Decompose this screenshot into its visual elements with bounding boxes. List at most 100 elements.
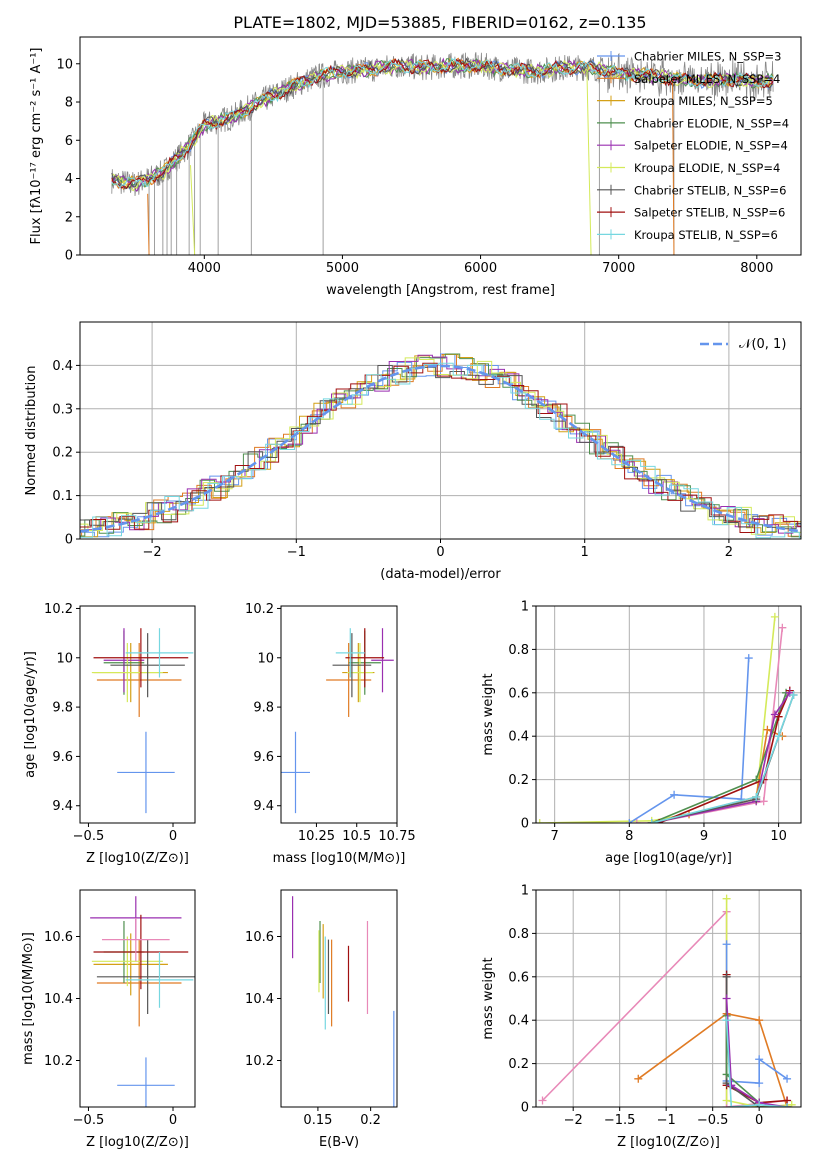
x-tick-label: −1.5 bbox=[604, 1113, 636, 1128]
model-spectrum-purple bbox=[111, 57, 774, 192]
age-vs-mass-panel: 10.25 10.5 10.75 9.4 9.6 9.8 10 10.2 mass [log10… bbox=[245, 602, 416, 866]
y-axis-label: mass [log10(M/M⊙)] bbox=[21, 932, 36, 1065]
weight-line-pink bbox=[636, 627, 784, 823]
x-tick-label: −2 bbox=[143, 545, 162, 560]
x-tick-label: 5000 bbox=[326, 261, 359, 276]
plot-area bbox=[91, 628, 194, 814]
weight-marker-gray bbox=[722, 972, 731, 981]
x-tick-label: 0 bbox=[169, 829, 177, 844]
y-tick-label: 0.8 bbox=[508, 927, 529, 942]
x-tick-label: 0.2 bbox=[360, 1113, 381, 1128]
y-axis-label: age [log10(age/yr)] bbox=[23, 651, 38, 778]
weight-marker-cornflower bbox=[783, 1074, 792, 1083]
y-tick-label: 10 bbox=[56, 57, 73, 72]
x-axis-label: Z [log10(Z/Z⊙)] bbox=[86, 1135, 189, 1150]
y-tick-label: 10 bbox=[257, 651, 274, 666]
x-tick-label: −1 bbox=[287, 545, 306, 560]
weight-marker-cornflower bbox=[755, 1055, 764, 1064]
axes-frame bbox=[79, 889, 196, 1108]
y-tick-label: 0.1 bbox=[52, 489, 73, 504]
y-tick-label: 9.8 bbox=[52, 701, 73, 716]
y-tick-label: 0 bbox=[521, 1101, 529, 1116]
weight-marker-purple bbox=[770, 710, 779, 719]
y-tick-label: 0.4 bbox=[508, 730, 529, 745]
weight-marker-pink bbox=[759, 797, 768, 806]
residual-histogram-panel: −2 −1 0 1 2 0 0.1 0.2 0.3 0.4 (data-model)/error No… bbox=[24, 321, 802, 582]
x-tick-label: 7 bbox=[551, 829, 559, 844]
y-tick-label: 0.6 bbox=[508, 686, 529, 701]
y-tick-label: 10.6 bbox=[245, 930, 274, 945]
weight-marker-purple bbox=[727, 1081, 736, 1090]
y-tick-label: 0.4 bbox=[52, 359, 73, 374]
plot-area bbox=[536, 612, 798, 823]
spectrum-title: PLATE=1802, MJD=53885, FIBERID=0162, z=0… bbox=[233, 13, 646, 32]
axes-frame bbox=[535, 889, 802, 1108]
y-axis-label: mass weight bbox=[481, 673, 496, 755]
y-tick-label: 0 bbox=[65, 249, 73, 264]
y-tick-label: 10.2 bbox=[245, 602, 274, 617]
y-tick-label: 0.8 bbox=[508, 643, 529, 658]
y-tick-label: 0 bbox=[65, 533, 73, 548]
weight-marker-cornflower bbox=[744, 654, 753, 663]
weight-vs-metallicity-panel: −2 −1.5 −1 −0.5 0 0 0.2 0.4 0.6 0.8 1 Z [log10(Z/Z⊙… bbox=[481, 884, 802, 1150]
x-axis-label: wavelength [Angstrom, rest frame] bbox=[326, 283, 555, 298]
y-tick-label: 9.8 bbox=[253, 701, 274, 716]
x-tick-label: 1 bbox=[581, 545, 589, 560]
plot-area bbox=[80, 353, 801, 539]
axes-frame bbox=[79, 605, 196, 824]
weight-marker-cyan bbox=[727, 1103, 736, 1107]
weight-marker-cornflower bbox=[755, 1079, 764, 1088]
y-tick-label: 10.2 bbox=[44, 1054, 73, 1069]
y-axis-label: Normed distribution bbox=[24, 366, 39, 496]
weight-marker-yellow bbox=[722, 894, 731, 903]
y-axis-label: Flux [fλ10⁻¹⁷ erg cm⁻² s⁻¹ A⁻¹] bbox=[29, 48, 44, 245]
x-axis-label: Z [log10(Z/Z⊙)] bbox=[617, 1135, 720, 1150]
y-tick-label: 10 bbox=[56, 651, 73, 666]
x-axis-label: (data-model)/error bbox=[380, 567, 501, 582]
weight-line-green bbox=[725, 1015, 760, 1104]
x-tick-label: 0 bbox=[755, 1113, 763, 1128]
y-tick-label: 1 bbox=[521, 600, 529, 615]
weight-marker-yellow bbox=[722, 1096, 731, 1105]
y-tick-label: 0.2 bbox=[508, 1057, 529, 1072]
y-tick-label: 0.4 bbox=[508, 1014, 529, 1029]
weight-marker-yellow bbox=[770, 612, 779, 621]
age-vs-metallicity-panel: −0.5 0 9.4 9.6 9.8 10 10.2 Z [log10(Z/Z⊙)] age [… bbox=[23, 602, 196, 866]
legend-label: Kroupa STELIB, N_SSP=6 bbox=[634, 228, 778, 242]
y-tick-label: 9.4 bbox=[52, 799, 73, 814]
weight-marker-pink bbox=[632, 819, 641, 823]
weight-marker-cornflower bbox=[722, 940, 731, 949]
spectrum-legend: Chabrier MILES, N_SSP=3 Salpeter MILES, N… bbox=[597, 50, 789, 242]
weight-marker-orange bbox=[763, 725, 772, 734]
weight-line-purple bbox=[725, 998, 788, 1107]
weight-line-cyan bbox=[651, 694, 795, 823]
weight-line-cyan bbox=[725, 1020, 788, 1107]
plot-area bbox=[538, 894, 796, 1107]
x-tick-label: −0.5 bbox=[697, 1113, 729, 1128]
model-dropout bbox=[147, 193, 150, 255]
x-tick-label: 0.15 bbox=[303, 1113, 332, 1128]
x-tick-label: 0 bbox=[436, 545, 444, 560]
weight-marker-cyan bbox=[774, 732, 783, 741]
weight-line-yellow bbox=[539, 616, 776, 823]
residual-histogram-green bbox=[80, 353, 801, 538]
y-tick-label: 2 bbox=[65, 210, 73, 225]
model-dropout bbox=[672, 79, 675, 255]
y-tick-label: 0.2 bbox=[508, 773, 529, 788]
y-tick-label: 9.6 bbox=[253, 750, 274, 765]
y-tick-label: 0.6 bbox=[508, 970, 529, 985]
weight-line-purple bbox=[651, 692, 791, 823]
x-tick-label: 8000 bbox=[740, 261, 773, 276]
x-tick-label: 10.25 bbox=[298, 829, 335, 844]
y-tick-label: 8 bbox=[65, 96, 73, 111]
grid-lines bbox=[536, 889, 801, 1108]
x-tick-label: 10.75 bbox=[378, 829, 415, 844]
mass-vs-ebv-panel: 0.15 0.2 10.2 10.4 10.6 E(B-V) bbox=[245, 889, 398, 1150]
weight-marker-purple bbox=[722, 994, 731, 1003]
weight-marker-yellow bbox=[787, 1100, 796, 1107]
weight-marker-cyan bbox=[647, 819, 656, 823]
x-tick-label: 10 bbox=[770, 829, 787, 844]
weight-line-pink bbox=[541, 909, 788, 1107]
legend-label: 𝒩(0, 1) bbox=[739, 337, 786, 352]
